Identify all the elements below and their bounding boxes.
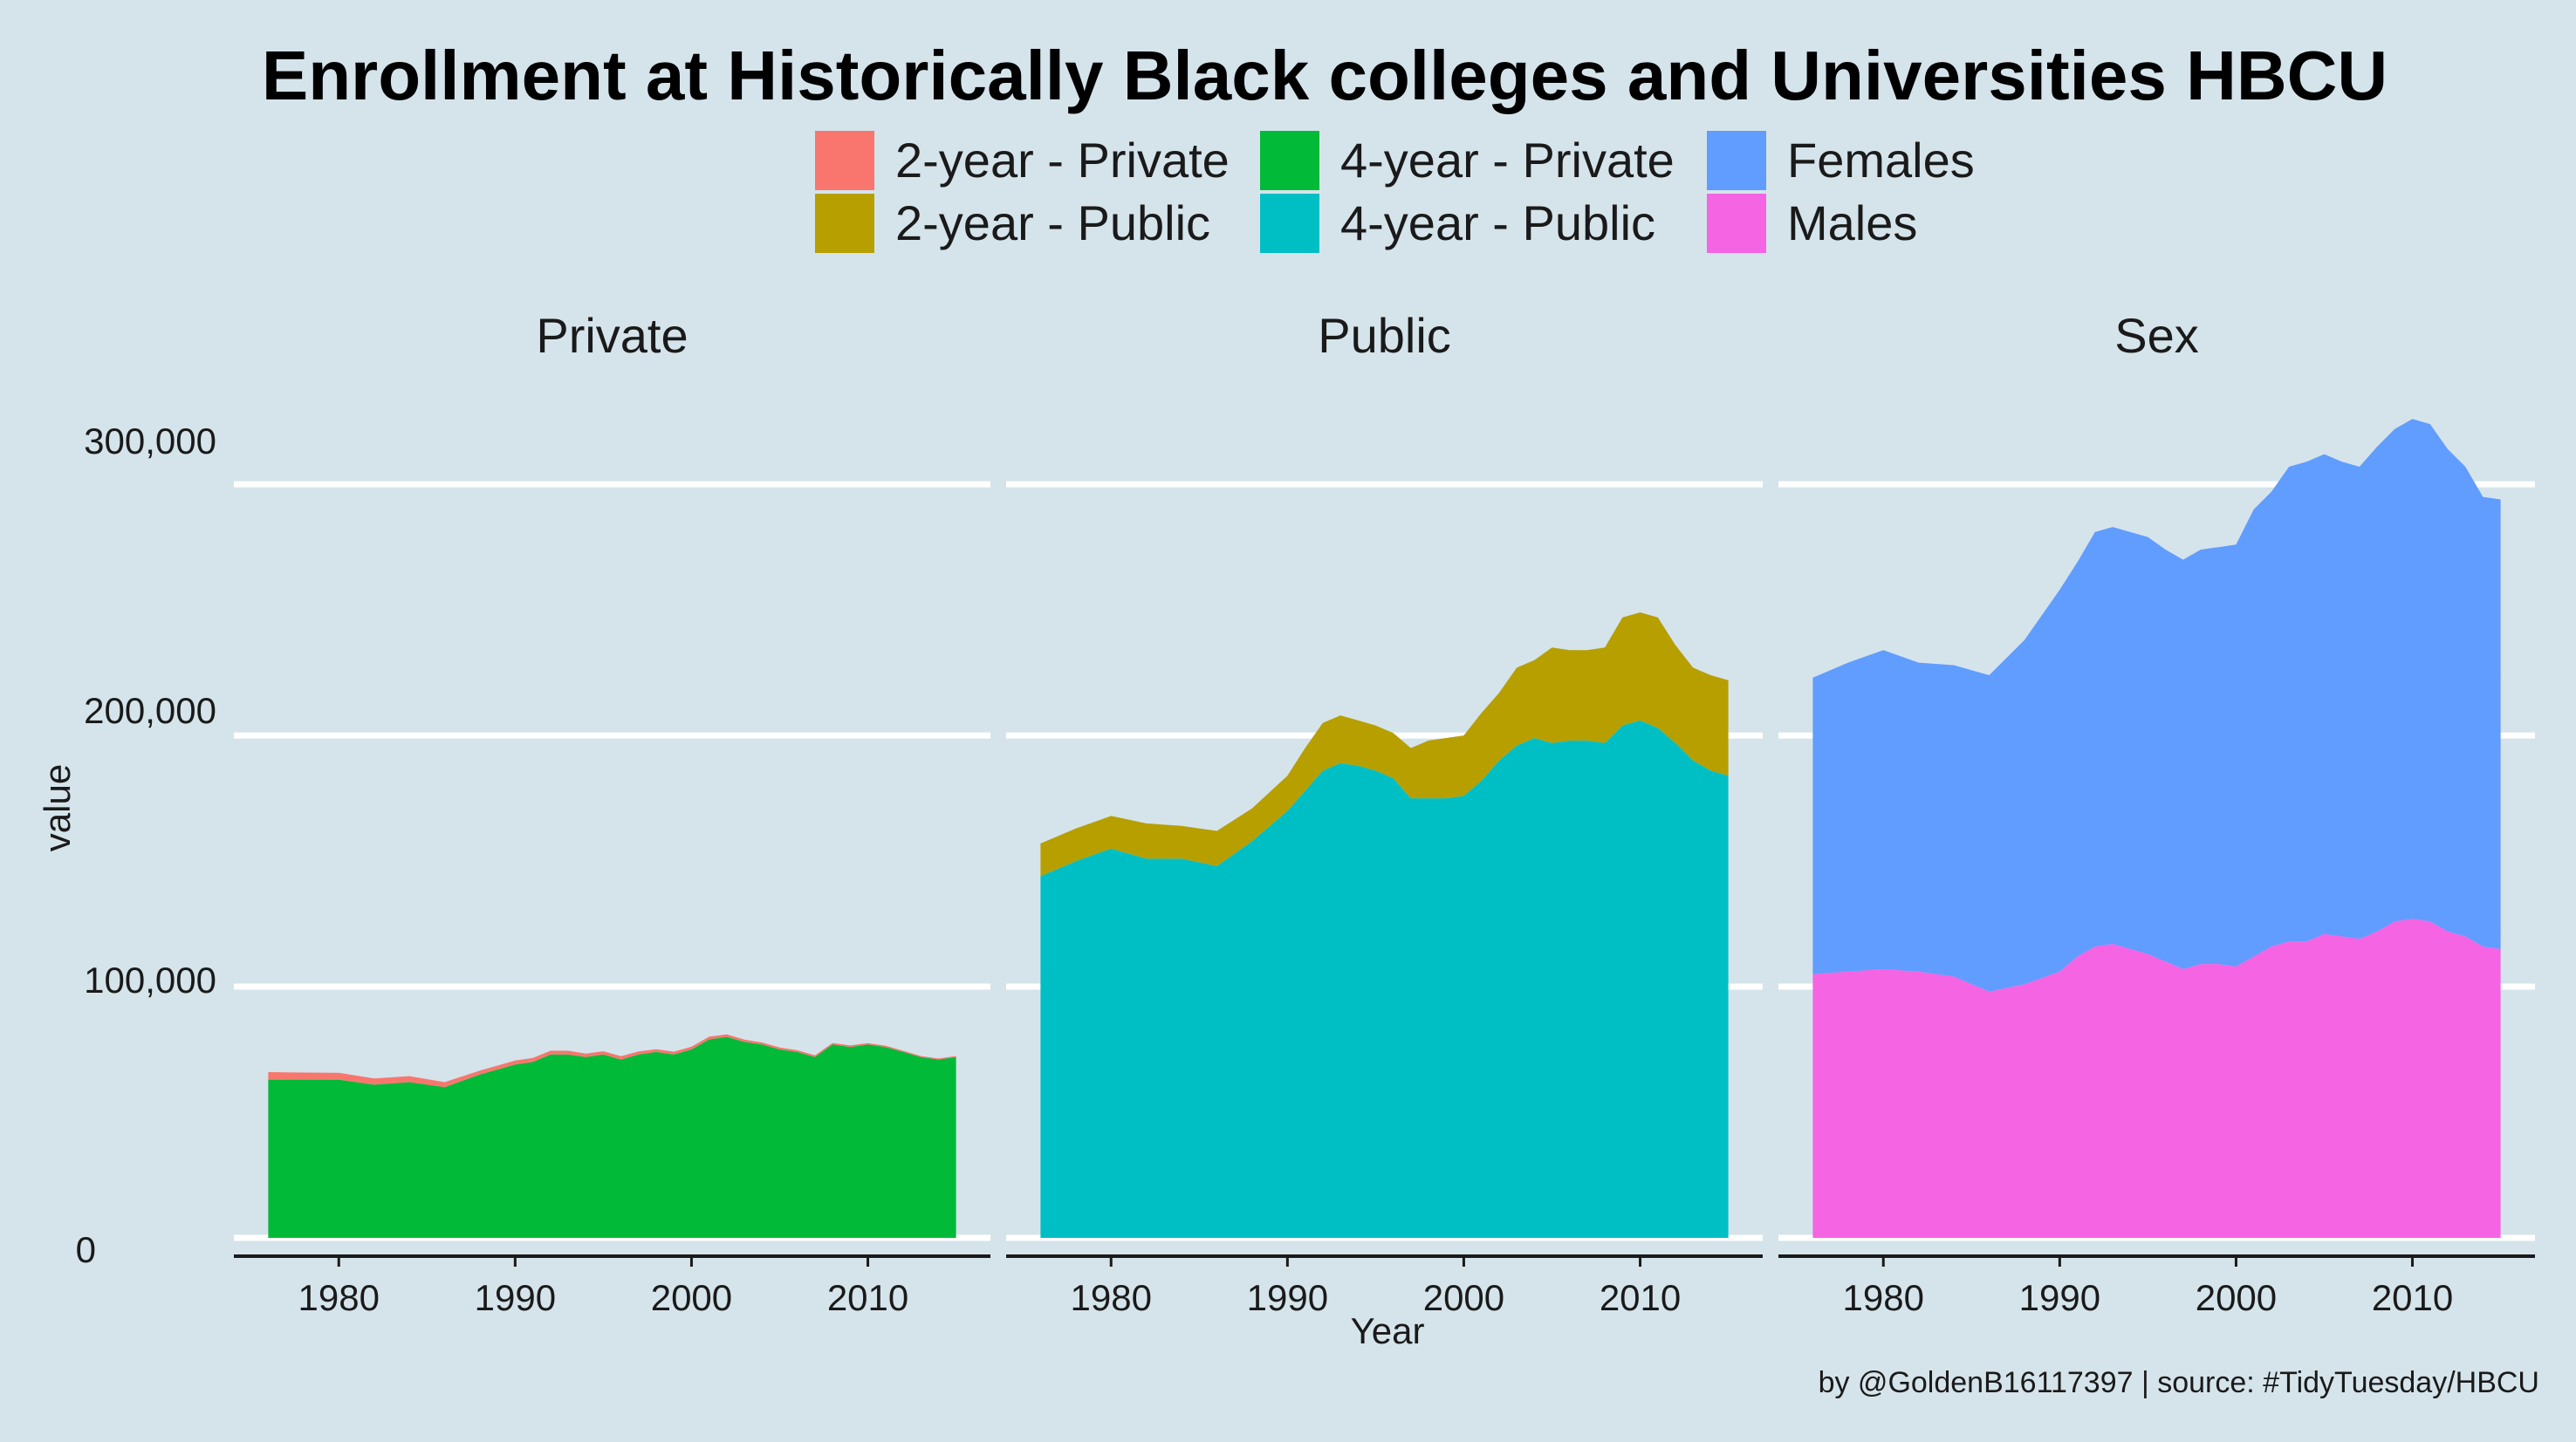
facet-panel-public: Public 1980 1990 2000 2010 (1006, 308, 1763, 1318)
y-tick-label: 100,000 (84, 960, 216, 1001)
x-tick-label: 2010 (827, 1277, 908, 1318)
area-4-year-private (268, 1036, 956, 1238)
y-axis: 0 100,000 200,000 300,000 value (37, 420, 216, 1270)
y-axis-title: value (37, 764, 78, 851)
legend-label-2yr-public: 2-year - Public (895, 195, 1210, 250)
caption: by @GoldenB16117397 | source: #TidyTuesd… (1819, 1366, 2539, 1399)
legend-key-males (1707, 194, 1766, 253)
x-tick-label: 2010 (1600, 1277, 1681, 1318)
legend-key-4yr-public (1260, 194, 1319, 253)
legend-key-females (1707, 131, 1766, 190)
y-tick-label: 0 (76, 1229, 96, 1270)
area-4-year-public (1040, 720, 1729, 1238)
x-tick-label: 1980 (1843, 1277, 1924, 1318)
x-axis-title: Year (1351, 1310, 1425, 1351)
facet-strip-label: Sex (2114, 308, 2199, 363)
x-tick-label: 1980 (1071, 1277, 1152, 1318)
legend: 2-year - Private 2-year - Public 4-year … (815, 131, 1975, 253)
y-tick-label: 300,000 (84, 420, 216, 461)
legend-label-males: Males (1787, 195, 1917, 250)
legend-label-4yr-public: 4-year - Public (1340, 195, 1655, 250)
facet-strip-label: Private (536, 308, 688, 363)
x-tick-label: 1990 (2019, 1277, 2100, 1318)
legend-key-2yr-private (815, 131, 874, 190)
area-males (1812, 919, 2501, 1238)
facet-panels: Private 1980 1990 2000 2010 Public 1980 1990 200… (234, 308, 2535, 1318)
x-tick-label: 1980 (298, 1277, 380, 1318)
legend-label-4yr-private: 4-year - Private (1340, 133, 1675, 188)
facet-panel-private: Private 1980 1990 2000 2010 (234, 308, 990, 1318)
x-tick-label: 2000 (651, 1277, 732, 1318)
facet-strip-label: Public (1318, 308, 1451, 363)
legend-label-2yr-private: 2-year - Private (895, 133, 1230, 188)
legend-key-2yr-public (815, 194, 874, 253)
x-tick-label: 2000 (2196, 1277, 2277, 1318)
x-tick-label: 2000 (1423, 1277, 1504, 1318)
legend-key-4yr-private (1260, 131, 1319, 190)
facet-panel-sex: Sex 1980 1990 2000 2010 (1778, 308, 2535, 1318)
x-tick-label: 1990 (1247, 1277, 1328, 1318)
x-tick-label: 1990 (475, 1277, 556, 1318)
x-tick-label: 2010 (2372, 1277, 2453, 1318)
chart-title: Enrollment at Historically Black college… (262, 37, 2388, 114)
y-tick-label: 200,000 (84, 690, 216, 731)
area-females (1812, 419, 2501, 992)
area-2-year-public (1040, 612, 1729, 877)
legend-label-females: Females (1787, 133, 1975, 188)
